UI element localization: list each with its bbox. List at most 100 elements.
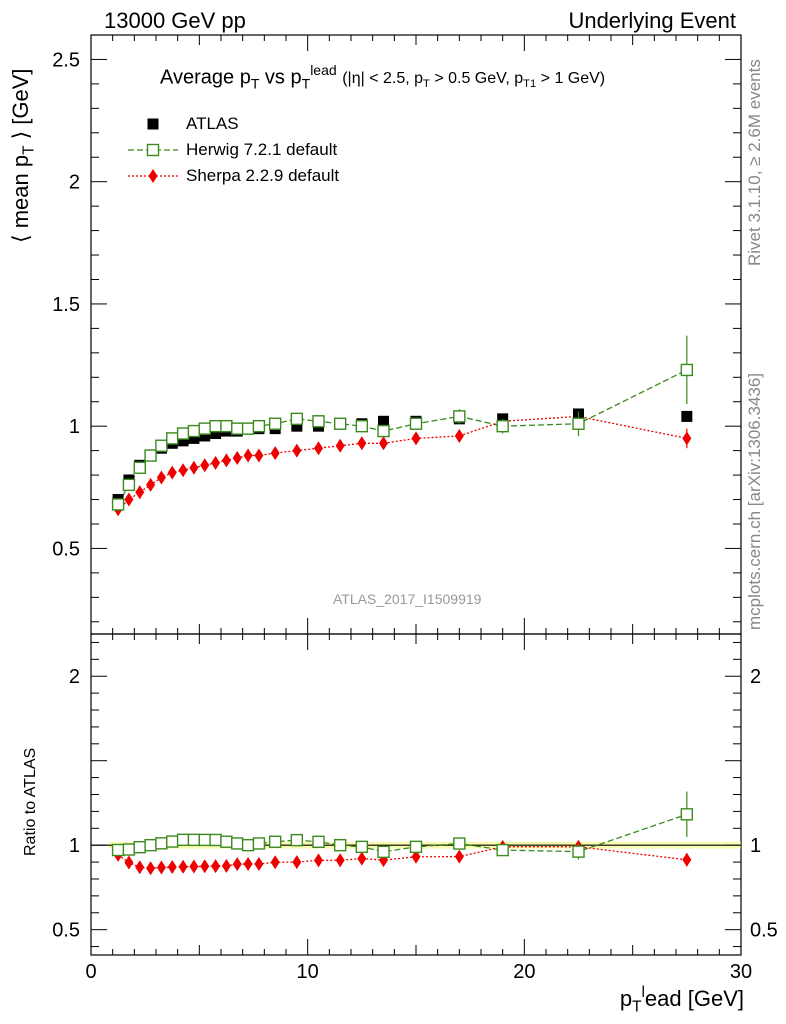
herwig-point: [187, 424, 201, 438]
sherpa-ratio-point: [270, 855, 280, 870]
sherpa-point: [189, 460, 199, 475]
herwig-ratio-point: [187, 833, 201, 847]
atlas-point: [378, 415, 389, 427]
herwig-point: [312, 415, 325, 428]
herwig-point: [176, 427, 190, 440]
ratio-y-tick-label: 2: [69, 666, 80, 688]
atlas-point: [210, 428, 222, 440]
sherpa-ratio-point: [292, 855, 302, 870]
title-cut-sub2: T1: [523, 78, 537, 91]
herwig-point: [496, 419, 509, 433]
herwig-point: [111, 498, 125, 511]
sherpa-point: [292, 443, 302, 458]
herwig-ratio-point: [133, 840, 146, 854]
herwig-point: [333, 417, 347, 430]
header-right: Underlying Event: [568, 8, 736, 33]
sherpa-ratio-point: [124, 855, 134, 870]
herwig-point: [220, 419, 233, 433]
x-tick-label: 10: [297, 961, 319, 983]
ratio-y-tick-label-right: 0.5: [750, 920, 778, 942]
sherpa-point: [357, 436, 367, 451]
sherpa-ratio-point: [135, 860, 145, 875]
herwig-ratio-point: [377, 845, 390, 859]
herwig-ratio-point: [496, 843, 509, 857]
y-tick-label: 1: [69, 416, 80, 438]
herwig-ratio-point: [409, 840, 423, 854]
title-cut: (|η| < 2.5, p: [342, 70, 424, 88]
sherpa-ratio-point: [211, 859, 221, 874]
rivet-version-label: Rivet 3.1.10, ≥ 2.6M events: [745, 59, 764, 266]
legend-marker-herwig: [146, 143, 160, 157]
sherpa-ratio-point: [314, 853, 323, 868]
x-tick-label: 0: [85, 961, 96, 983]
title-cut-sub1: T: [423, 78, 430, 91]
atlas-point: [199, 430, 211, 442]
x-label-sub: T: [632, 998, 642, 1016]
ratio-plot-frame: [90, 633, 742, 956]
herwig-point: [155, 439, 168, 452]
sherpa-point: [221, 453, 231, 468]
sherpa-point: [200, 458, 210, 473]
y-tick-label: 2.5: [52, 49, 80, 71]
sherpa-ratio-point: [357, 851, 367, 866]
herwig-ratio-point: [122, 843, 136, 856]
sherpa-point: [254, 448, 264, 463]
sherpa-point: [178, 463, 188, 478]
herwig-ratio-point: [231, 837, 244, 850]
title-cut2: > 0.5 GeV, p: [429, 70, 524, 88]
herwig-ratio-point: [111, 843, 125, 857]
sherpa-ratio-point: [167, 859, 177, 874]
sherpa-point: [167, 465, 177, 480]
herwig-point: [680, 363, 694, 377]
herwig-ratio-point: [241, 838, 255, 852]
sherpa-ratio-point: [232, 857, 242, 872]
herwig-point: [409, 417, 423, 430]
herwig-ratio-point: [290, 833, 304, 847]
x-tick-label: 20: [513, 961, 535, 983]
herwig-ratio-point: [155, 837, 168, 850]
sherpa-point: [335, 438, 345, 453]
sherpa-ratio-point: [682, 852, 692, 867]
atlas-point: [188, 432, 200, 444]
herwig-point: [453, 410, 466, 423]
herwig-ratio-point: [453, 837, 466, 850]
sherpa-point: [135, 485, 145, 500]
sherpa-ratio-point: [254, 856, 264, 871]
herwig-ratio-point: [268, 835, 282, 848]
sherpa-point: [146, 477, 156, 492]
legend-label-atlas: ATLAS: [186, 114, 239, 133]
sherpa-ratio-point: [335, 853, 345, 868]
herwig-ratio-point: [355, 840, 369, 854]
sherpa-point: [243, 448, 253, 463]
sherpa-point: [270, 446, 280, 461]
sherpa-point: [156, 470, 166, 485]
ratio-y-axis-label: Ratio to ATLAS: [22, 747, 39, 856]
sherpa-point: [682, 431, 692, 446]
herwig-point: [209, 419, 222, 433]
sherpa-point: [124, 492, 134, 507]
x-tick-label: 30: [730, 961, 752, 983]
herwig-ratio-point: [220, 835, 233, 848]
herwig-point: [241, 422, 255, 435]
x-axis-label: pTlead [GeV]: [620, 984, 744, 1017]
herwig-point: [252, 419, 266, 433]
herwig-point: [377, 424, 390, 438]
sherpa-point: [232, 450, 242, 465]
sherpa-ratio-point: [146, 861, 156, 876]
sherpa-point: [411, 431, 421, 446]
sherpa-point: [314, 441, 323, 456]
sherpa-ratio-point: [243, 856, 253, 871]
herwig-point: [198, 422, 211, 435]
sherpa-ratio-point: [189, 859, 199, 874]
ratio-y-tick-label-right: 2: [750, 666, 761, 688]
herwig-ratio-point: [144, 838, 157, 852]
atlas-point: [291, 420, 303, 432]
legend-marker-atlas: [147, 118, 159, 130]
title-vs: vs p: [259, 66, 302, 89]
y-label-a: ⟨ mean p: [8, 154, 33, 243]
herwig-point: [231, 422, 244, 435]
title-sub1: T: [250, 75, 260, 92]
herwig-point: [572, 417, 585, 430]
atlas-point: [681, 410, 693, 422]
